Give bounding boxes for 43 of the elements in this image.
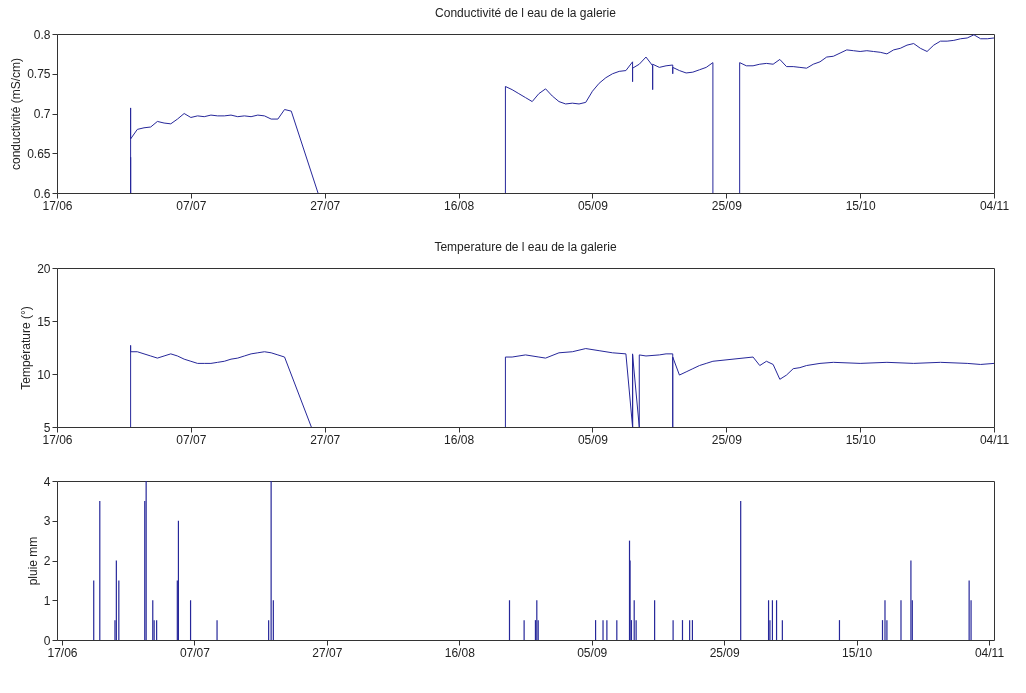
x-tick-label: 27/07 xyxy=(310,198,341,213)
x-tick-label: 04/11 xyxy=(979,432,1010,447)
y-tick-label: 2 xyxy=(43,554,51,568)
x-tick-label: 07/07 xyxy=(176,198,207,213)
x-tick-label: 27/07 xyxy=(312,645,343,660)
x-tick-label: 25/09 xyxy=(709,645,740,660)
y-tick-label: 1 xyxy=(43,593,51,608)
x-tick-label: 17/06 xyxy=(42,432,73,447)
y-tick-label: 0.7 xyxy=(33,107,51,121)
x-tick-label: 25/09 xyxy=(711,198,743,213)
y-axis-title: pluie mm xyxy=(25,536,40,586)
y-tick-label: 0.6 xyxy=(33,186,51,201)
x-tick-label: 25/09 xyxy=(711,432,743,447)
y-tick-label: 0.8 xyxy=(33,27,51,42)
x-tick-label: 16/08 xyxy=(444,645,476,660)
x-tick-label: 15/10 xyxy=(845,432,876,447)
x-tick-label: 17/06 xyxy=(47,645,78,660)
y-tick-label: 20 xyxy=(37,261,51,276)
x-tick-label: 04/11 xyxy=(979,198,1010,213)
y-tick-label: 15 xyxy=(37,314,51,329)
chart-title: Conductivité de l eau de la galerie xyxy=(435,6,617,20)
y-tick-label: 0.65 xyxy=(27,146,51,161)
y-tick-label: 0.75 xyxy=(27,67,51,82)
x-tick-label: 17/06 xyxy=(42,198,73,213)
y-tick-label: 0 xyxy=(43,633,51,648)
x-tick-label: 15/10 xyxy=(842,645,873,660)
y-axis-title: conductivité (mS/cm) xyxy=(9,57,24,171)
y-tick-label: 5 xyxy=(43,420,51,435)
x-tick-label: 05/09 xyxy=(577,198,609,213)
x-tick-label: 07/07 xyxy=(176,432,207,447)
y-tick-label: 10 xyxy=(37,367,51,382)
x-tick-label: 16/08 xyxy=(444,432,475,447)
x-tick-label: 05/09 xyxy=(577,645,608,660)
x-tick-label: 16/08 xyxy=(444,198,475,213)
x-tick-label: 05/09 xyxy=(577,432,609,447)
x-tick-label: 27/07 xyxy=(310,432,341,447)
x-tick-label: 07/07 xyxy=(179,645,211,660)
y-axis-title: Température (°) xyxy=(19,306,34,390)
chart-title: Temperature de l eau de la galerie xyxy=(434,240,617,254)
x-tick-label: 15/10 xyxy=(845,198,876,213)
y-tick-label: 4 xyxy=(43,474,51,489)
x-tick-label: 04/11 xyxy=(974,645,1005,660)
y-tick-label: 3 xyxy=(43,514,51,529)
